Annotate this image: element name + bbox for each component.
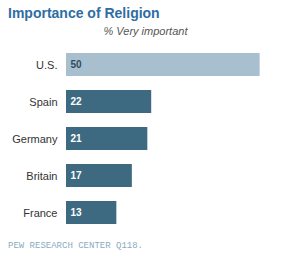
svg-text:13: 13 bbox=[71, 207, 83, 218]
svg-text:21: 21 bbox=[71, 133, 83, 144]
svg-text:17: 17 bbox=[71, 170, 83, 181]
html-text:PEW RESEARCH CENTER Q118.: PEW RESEARCH CENTER Q118. bbox=[8, 241, 143, 251]
svg-text:Britain: Britain bbox=[26, 170, 57, 182]
svg-text:Germany: Germany bbox=[12, 133, 58, 145]
svg-text:22: 22 bbox=[71, 96, 83, 107]
svg-text:Spain: Spain bbox=[29, 96, 57, 108]
html-text:% Very important: % Very important bbox=[103, 25, 188, 37]
svg-text:U.S.: U.S. bbox=[36, 59, 57, 71]
html-text:Importance of Religion: Importance of Religion bbox=[8, 5, 160, 21]
svg-text:50: 50 bbox=[71, 59, 83, 70]
svg-text:France: France bbox=[23, 207, 57, 219]
